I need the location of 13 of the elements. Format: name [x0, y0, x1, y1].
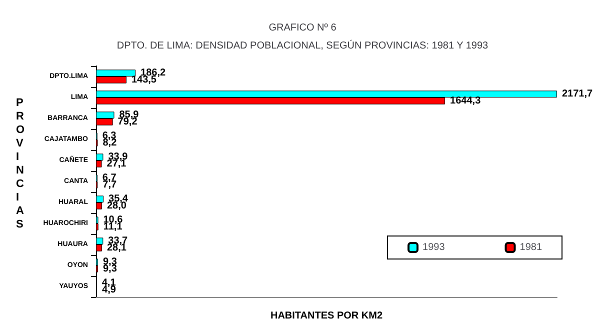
legend-label: 1993: [422, 242, 446, 253]
data-label: 4,9: [102, 284, 116, 296]
chart-subtitle: DPTO. DE LIMA: DENSIDAD POBLACIONAL, SEGÚN PROVINCIAS: 1981 Y 1993: [116, 40, 489, 52]
data-label: 11,1: [103, 221, 123, 232]
text: PROVINCIAS: [16, 96, 25, 230]
data-label: 28,0: [106, 200, 127, 212]
data-label: 7,7: [102, 179, 117, 190]
chart-title: GRAFICO Nº 6: [268, 22, 337, 34]
data-label: 8,2: [102, 137, 118, 148]
data-label: 9,3: [102, 263, 118, 274]
data-label: 2171,7: [562, 88, 594, 100]
legend-label: 1981: [520, 242, 542, 253]
x-axis-title: HABITANTES POR KM2: [270, 310, 383, 322]
